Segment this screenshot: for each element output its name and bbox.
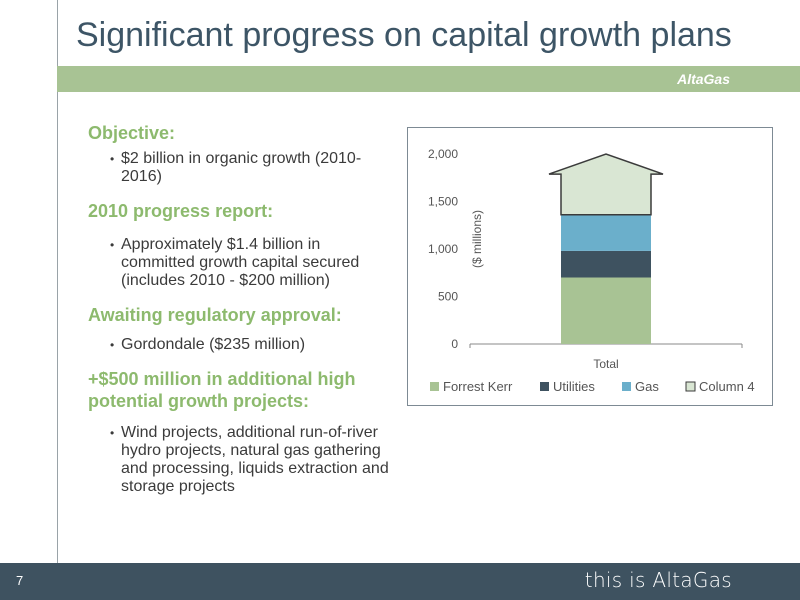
slide-footer: 7 this is AltaGas	[0, 563, 800, 600]
slide-left-rule	[57, 0, 58, 563]
y-tick-label: 500	[438, 290, 458, 304]
brand-logo: AltaGas	[677, 71, 730, 87]
page-number: 7	[16, 573, 24, 588]
section-additional-projects: +$500 million in additional high potenti…	[88, 368, 398, 496]
legend-label: Utilities	[553, 379, 595, 394]
x-category-label: Total	[593, 357, 618, 371]
bullet-text: $2 billion in organic growth (2010-2016)	[121, 150, 362, 185]
bar-segment-column-4-arrow	[548, 153, 664, 216]
legend-swatch	[430, 382, 439, 391]
bullet-icon: •	[110, 426, 115, 440]
header-band	[57, 66, 800, 92]
section-objective: Objective: • $2 billion in organic growt…	[88, 122, 398, 186]
chart-panel: 0 500 1,000 1,500 2,000 ($ millions) Total Forr…	[407, 127, 773, 406]
bar-segment-gas	[561, 214, 651, 251]
section-heading: Awaiting regulatory approval:	[88, 305, 342, 325]
slide-title: Significant progress on capital growth p…	[76, 16, 732, 54]
legend-swatch	[540, 382, 549, 391]
y-axis-label: ($ millions)	[470, 210, 484, 268]
bullet-text: Wind projects, additional run-of-river h…	[121, 424, 389, 495]
footer-tagline: this is AltaGas	[584, 568, 732, 592]
bullet-icon: •	[110, 338, 115, 352]
y-tick-label: 1,000	[428, 242, 458, 256]
bullet-icon: •	[110, 152, 115, 166]
legend-label: Column 4	[699, 379, 755, 394]
slide-content: Objective: • $2 billion in organic growt…	[88, 122, 398, 510]
bullet-item: • Gordondale ($235 million)	[110, 336, 398, 354]
section-heading: 2010 progress report:	[88, 201, 274, 221]
legend-swatch	[622, 382, 631, 391]
legend-swatch	[685, 381, 696, 392]
section-progress-report: 2010 progress report: • Approximately $1…	[88, 200, 398, 290]
y-tick-label: 0	[451, 337, 458, 351]
legend-label: Gas	[635, 379, 659, 394]
bullet-text: Gordondale ($235 million)	[121, 336, 306, 353]
legend-label: Forrest Kerr	[443, 379, 513, 394]
section-heading: Objective:	[88, 123, 176, 143]
stacked-bar-chart: 0 500 1,000 1,500 2,000 ($ millions) Total Forr…	[428, 147, 755, 394]
bullet-text: Approximately $1.4 billion in committed …	[121, 236, 360, 289]
bullet-item: • Wind projects, additional run-of-river…	[110, 424, 398, 496]
bullet-icon: •	[110, 238, 115, 252]
bullet-item: • $2 billion in organic growth (2010-201…	[110, 150, 398, 186]
bar-segment-forrest-kerr	[561, 277, 651, 344]
bullet-item: • Approximately $1.4 billion in committe…	[110, 236, 398, 290]
section-heading: +$500 million in additional high potenti…	[88, 369, 356, 411]
section-regulatory: Awaiting regulatory approval: • Gordonda…	[88, 304, 398, 354]
bar-segment-utilities	[561, 250, 651, 278]
y-tick-label: 1,500	[428, 195, 458, 209]
y-tick-label: 2,000	[428, 147, 458, 161]
